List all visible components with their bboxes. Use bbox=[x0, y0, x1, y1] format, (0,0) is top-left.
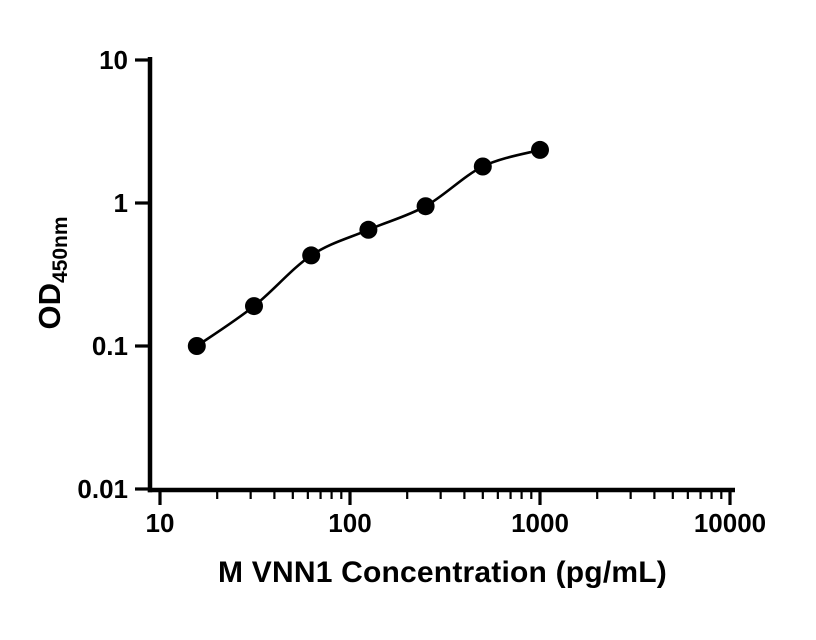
x-axis-title: M VNN1 Concentration (pg/mL) bbox=[218, 556, 667, 589]
data-point bbox=[359, 220, 378, 239]
y-tick-label: 1 bbox=[114, 188, 128, 218]
data-point bbox=[473, 157, 492, 176]
x-tick-label: 1000 bbox=[511, 508, 569, 538]
x-tick-label: 10000 bbox=[694, 508, 766, 538]
data-point bbox=[245, 297, 263, 316]
data-point bbox=[416, 197, 435, 216]
y-tick-label: 0.01 bbox=[77, 474, 128, 504]
y-axis-title-main: OD bbox=[32, 283, 67, 330]
x-tick-label: 10 bbox=[146, 508, 175, 538]
y-tick-label: 10 bbox=[99, 45, 128, 75]
data-point bbox=[302, 246, 321, 265]
data-point bbox=[531, 140, 549, 159]
y-axis-title: OD450nm bbox=[27, 168, 73, 378]
fit-curve bbox=[196, 148, 541, 348]
y-axis-title-subscript: 450nm bbox=[49, 216, 72, 284]
y-tick-label: 0.1 bbox=[92, 331, 128, 361]
x-tick-label: 100 bbox=[328, 508, 371, 538]
data-point bbox=[187, 337, 206, 355]
